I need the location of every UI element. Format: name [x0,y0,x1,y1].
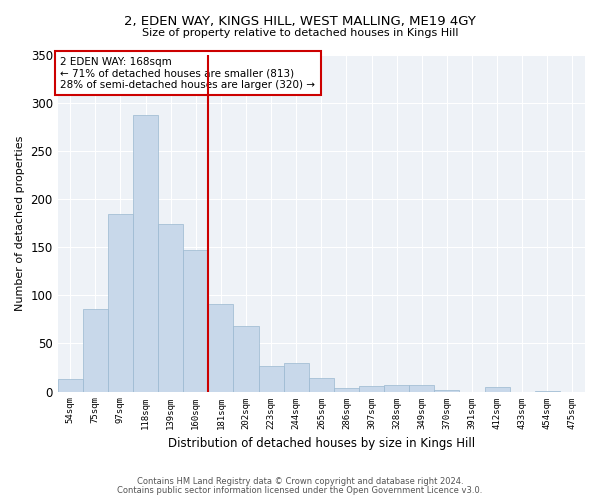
Bar [535,390,560,392]
Bar [259,366,284,392]
Bar [183,250,208,392]
Bar [334,388,359,392]
Bar [108,214,133,392]
Bar [284,362,309,392]
Bar [83,309,108,392]
Text: 2, EDEN WAY, KINGS HILL, WEST MALLING, ME19 4GY: 2, EDEN WAY, KINGS HILL, WEST MALLING, M… [124,15,476,28]
Bar [384,385,409,392]
Bar [58,379,83,392]
Text: Contains public sector information licensed under the Open Government Licence v3: Contains public sector information licen… [118,486,482,495]
Bar [233,326,259,392]
Bar [133,114,158,392]
Bar [359,386,384,392]
Bar [208,304,233,392]
Text: Contains HM Land Registry data © Crown copyright and database right 2024.: Contains HM Land Registry data © Crown c… [137,477,463,486]
Y-axis label: Number of detached properties: Number of detached properties [15,136,25,311]
Bar [409,385,434,392]
Bar [309,378,334,392]
Bar [434,390,460,392]
X-axis label: Distribution of detached houses by size in Kings Hill: Distribution of detached houses by size … [168,437,475,450]
Text: 2 EDEN WAY: 168sqm
← 71% of detached houses are smaller (813)
28% of semi-detach: 2 EDEN WAY: 168sqm ← 71% of detached hou… [61,56,316,90]
Bar [158,224,183,392]
Text: Size of property relative to detached houses in Kings Hill: Size of property relative to detached ho… [142,28,458,38]
Bar [485,386,509,392]
